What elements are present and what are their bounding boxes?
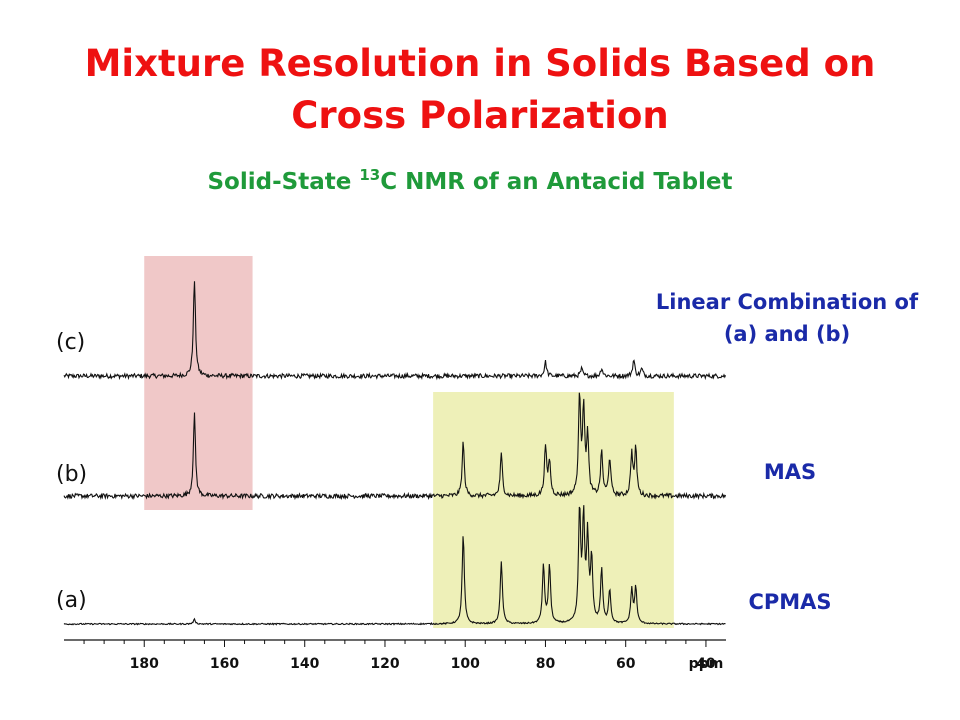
tick-label: 120 xyxy=(370,656,399,672)
trace-label-c: (c) xyxy=(56,330,86,355)
spectrum-line xyxy=(63,392,727,501)
title-line-2: Cross Polarization xyxy=(291,94,669,137)
trace-label-a: (a) xyxy=(56,588,87,613)
method-label-line: MAS xyxy=(763,460,817,484)
slide-title: Mixture Resolution in Solids Based on Cr… xyxy=(0,38,960,142)
tick-label: 160 xyxy=(210,656,239,672)
tick-label: 40 xyxy=(696,656,716,672)
subtitle-prefix: Solid-State xyxy=(207,169,360,195)
method-label-line: Linear Combination of xyxy=(655,290,919,314)
slide-subtitle: Solid-State 13C NMR of an Antacid Tablet xyxy=(0,166,940,195)
carbonyl-region xyxy=(144,256,253,510)
method-label-c: Linear Combination of (a) and (b) xyxy=(632,286,942,350)
spectrum-line xyxy=(63,505,726,626)
title-line-1: Mixture Resolution in Solids Based on xyxy=(84,42,876,85)
tick-label: 100 xyxy=(451,656,480,672)
trace-a xyxy=(63,505,726,626)
axis-unit-label: ppm xyxy=(689,656,724,672)
method-label-line: (a) and (b) xyxy=(723,322,851,346)
tick-label: 180 xyxy=(130,656,159,672)
spectra-traces xyxy=(63,281,727,626)
tick-label: 140 xyxy=(290,656,319,672)
method-label-line: CPMAS xyxy=(748,590,832,614)
trace-b xyxy=(63,392,727,501)
subtitle-suffix: C NMR of an Antacid Tablet xyxy=(380,169,733,195)
method-label-b: MAS xyxy=(710,456,870,488)
spectrum-line xyxy=(63,281,727,381)
subtitle-isotope-mass: 13 xyxy=(359,166,381,184)
highlight-regions xyxy=(144,256,674,628)
tick-label: 80 xyxy=(536,656,556,672)
tick-label: 60 xyxy=(616,656,636,672)
trace-c xyxy=(63,281,727,381)
sugar-region xyxy=(433,392,674,628)
method-label-a: CPMAS xyxy=(710,586,870,618)
trace-label-b: (b) xyxy=(56,462,88,487)
